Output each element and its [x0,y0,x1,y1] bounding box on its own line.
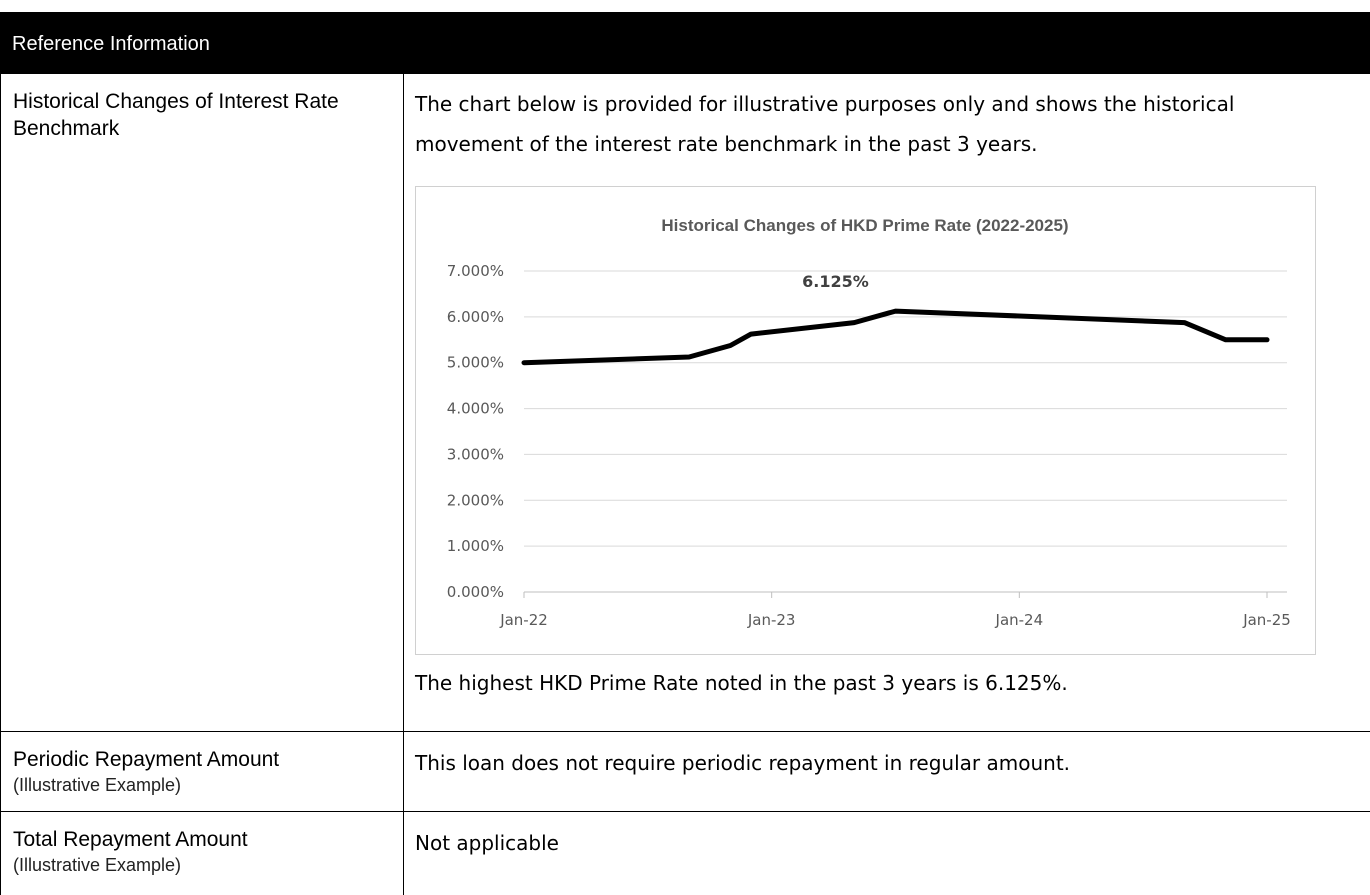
y-tick-label: 0.000% [447,583,504,601]
row-label: Historical Changes of Interest Rate Benc… [13,90,339,140]
x-tick-label: Jan-25 [1242,611,1291,629]
x-tick-label: Jan-23 [747,611,796,629]
y-tick-label: 4.000% [447,400,504,418]
row-label: Periodic Repayment Amount [13,748,280,771]
table-row-periodic-repayment: Periodic Repayment Amount (Illustrative … [0,732,1370,812]
x-tick-label: Jan-24 [995,611,1044,629]
row-content-cell: Not applicable [415,812,1370,895]
y-tick-label: 3.000% [447,445,504,463]
row-sublabel: (Illustrative Example) [13,775,182,795]
table-row-interest-benchmark: Historical Changes of Interest Rate Benc… [0,74,1370,732]
y-tick-label: 5.000% [447,354,504,372]
row-label-cell: Total Repayment Amount (Illustrative Exa… [1,812,404,895]
y-tick-label: 1.000% [447,537,504,555]
table-header: Reference Information [0,12,1370,74]
row-sublabel: (Illustrative Example) [13,855,182,875]
y-tick-label: 2.000% [447,491,504,509]
row-content-cell: The chart below is provided for illustra… [415,74,1370,731]
row-label-cell: Periodic Repayment Amount (Illustrative … [1,732,404,811]
row-label-cell: Historical Changes of Interest Rate Benc… [1,74,404,731]
rate-series-line [521,308,1270,366]
total-repayment-text: Not applicable [415,831,559,855]
y-tick-label: 7.000% [447,262,504,280]
reference-info-table: Reference Information Historical Changes… [0,12,1370,895]
chart-title: Historical Changes of HKD Prime Rate (20… [661,216,1068,235]
chart-svg: Historical Changes of HKD Prime Rate (20… [447,216,1291,629]
y-tick-label: 6.000% [447,308,504,326]
table-row-total-repayment: Total Repayment Amount (Illustrative Exa… [0,812,1370,895]
periodic-repayment-text: This loan does not require periodic repa… [415,751,1071,775]
row-label: Total Repayment Amount [13,828,248,851]
highest-rate-note: The highest HKD Prime Rate noted in the … [415,671,1068,695]
peak-rate-label: 6.125% [802,272,869,291]
x-tick-label: Jan-22 [499,611,548,629]
prime-rate-chart: Historical Changes of HKD Prime Rate (20… [415,186,1316,655]
row-content-cell: This loan does not require periodic repa… [415,732,1370,811]
chart-intro-text: The chart below is provided for illustra… [415,92,1235,156]
